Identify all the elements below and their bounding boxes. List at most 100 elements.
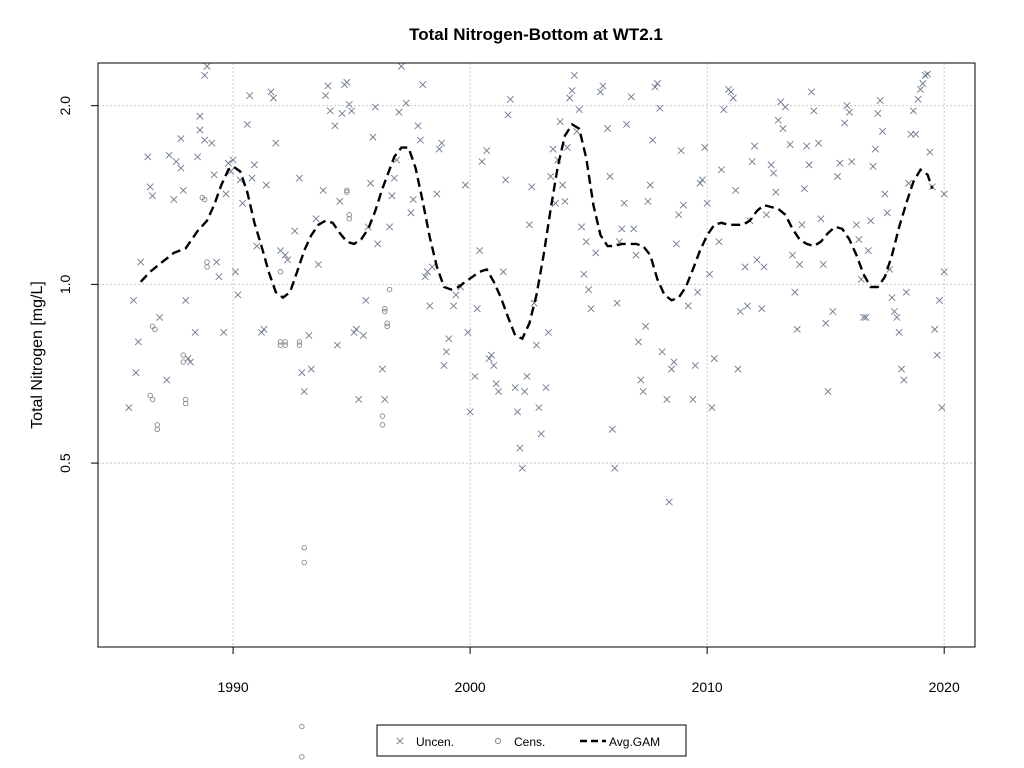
uncensored-point: [146, 183, 154, 191]
uncensored-point: [938, 404, 946, 412]
uncensored-point: [852, 221, 861, 229]
uncensored-point: [696, 179, 704, 187]
uncensored-point: [909, 107, 917, 115]
legend-o-marker: [494, 737, 502, 745]
censored-point: [201, 196, 208, 203]
uncensored-point: [675, 211, 683, 219]
uncensored-point: [281, 251, 289, 259]
uncensored-point: [473, 305, 481, 313]
uncensored-point: [148, 192, 157, 200]
uncensored-point: [502, 176, 510, 184]
x-tick-label: 2010: [692, 679, 723, 695]
uncensored-point: [433, 190, 441, 198]
uncensored-point: [445, 335, 453, 343]
uncensored-point: [924, 70, 932, 78]
uncensored-point: [203, 62, 211, 70]
uncensored-point: [805, 161, 813, 169]
uncensored-point: [734, 365, 742, 373]
uncensored-point: [381, 395, 389, 403]
uncensored-point: [521, 387, 529, 396]
uncensored-point: [841, 119, 849, 127]
censored-point: [382, 308, 388, 315]
uncensored-point: [544, 328, 552, 336]
uncensored-point: [322, 92, 330, 100]
uncensored-point: [551, 199, 559, 207]
censored-point: [296, 339, 303, 345]
censored-point: [282, 342, 289, 348]
uncensored-point: [793, 325, 801, 333]
censored-point: [384, 320, 390, 327]
uncensored-point: [940, 190, 948, 198]
uncensored-point: [284, 256, 292, 264]
uncensored-point: [608, 425, 616, 433]
uncensored-point: [786, 141, 794, 149]
uncensored-point: [511, 384, 519, 392]
uncensored-point: [466, 408, 474, 416]
uncensored-point: [803, 142, 811, 150]
uncensored-point: [272, 139, 280, 147]
uncensored-point: [708, 404, 716, 412]
uncensored-point: [547, 172, 555, 180]
uncensored-point: [388, 192, 396, 200]
uncensored-point: [634, 338, 642, 346]
uncensored-point: [312, 215, 320, 223]
uncensored-point: [672, 240, 680, 248]
uncensored-point: [798, 221, 806, 229]
uncensored-point: [691, 361, 699, 370]
y-tick-label: 1.0: [57, 274, 73, 294]
uncensored-point: [125, 404, 133, 412]
legend-box: [376, 724, 687, 757]
uncensored-point: [715, 238, 723, 246]
axes: 1990 2000 2010 2020 0.5 1.0 2.0: [57, 96, 960, 695]
uncensored-point: [184, 355, 192, 363]
uncensored-point: [132, 369, 140, 377]
censored-point: [386, 286, 393, 293]
uncensored-point: [528, 183, 536, 191]
censored-point: [149, 396, 156, 403]
uncensored-point: [130, 296, 138, 304]
uncensored-point: [900, 376, 908, 384]
y-axis-label: Total Nitrogen [mg/L]: [29, 281, 46, 429]
uncensored-point: [772, 188, 780, 196]
uncensored-point: [623, 120, 631, 128]
uncensored-point: [243, 120, 251, 128]
chart-title: Total Nitrogen-Bottom at WT2.1: [409, 25, 663, 44]
uncensored-point: [343, 78, 351, 86]
uncensored-point: [670, 358, 678, 366]
censored-point: [204, 264, 210, 270]
uncensored-point: [855, 236, 863, 244]
censored-point: [299, 754, 305, 760]
uncensored-point: [819, 261, 827, 269]
uncensored-point: [689, 395, 697, 403]
uncensored-point: [201, 136, 209, 144]
uncensored-point: [748, 158, 756, 166]
censored-point: [379, 413, 386, 419]
uncensored-point: [561, 197, 569, 205]
uncensored-point: [348, 107, 356, 115]
uncensored-point: [933, 351, 941, 359]
uncensored-point: [729, 94, 737, 102]
uncensored-point: [307, 365, 315, 373]
uncensored-point: [331, 122, 339, 130]
uncensored-point: [679, 201, 687, 209]
uncensored-point: [665, 498, 673, 506]
uncensored-point: [758, 305, 766, 313]
uncensored-point: [867, 217, 875, 225]
uncensored-point: [919, 79, 927, 87]
uncensored-point: [177, 164, 185, 172]
uncensored-point: [212, 258, 221, 266]
uncensored-point: [741, 263, 749, 271]
uncensored-point: [663, 395, 671, 403]
uncensored-point: [421, 273, 429, 281]
y-tick-label: 2.0: [57, 96, 73, 116]
uncensored-point: [483, 147, 491, 155]
uncensored-point: [314, 261, 322, 269]
censored-point: [277, 269, 284, 275]
uncensored-point: [753, 256, 761, 264]
legend-label-cens: Cens.: [514, 735, 545, 749]
uncensored-point: [599, 82, 607, 90]
uncensored-point: [698, 176, 706, 184]
uncensored-point: [196, 112, 204, 120]
uncensored-point: [578, 223, 586, 231]
